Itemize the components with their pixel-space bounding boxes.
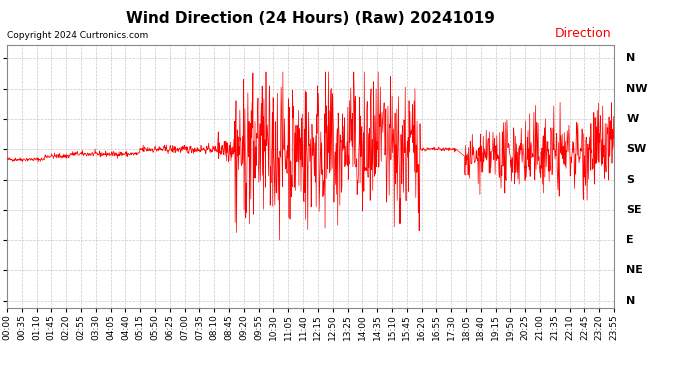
Text: S: S [627,175,634,184]
Text: SW: SW [627,144,647,154]
Text: N: N [627,54,635,63]
Text: SE: SE [627,205,642,215]
Text: Wind Direction (24 Hours) (Raw) 20241019: Wind Direction (24 Hours) (Raw) 20241019 [126,11,495,26]
Text: N: N [627,296,635,306]
Text: NW: NW [627,84,648,94]
Text: Direction: Direction [555,27,611,40]
Text: NE: NE [627,266,643,276]
Text: Copyright 2024 Curtronics.com: Copyright 2024 Curtronics.com [7,31,148,40]
Text: W: W [627,114,638,124]
Text: E: E [627,235,634,245]
